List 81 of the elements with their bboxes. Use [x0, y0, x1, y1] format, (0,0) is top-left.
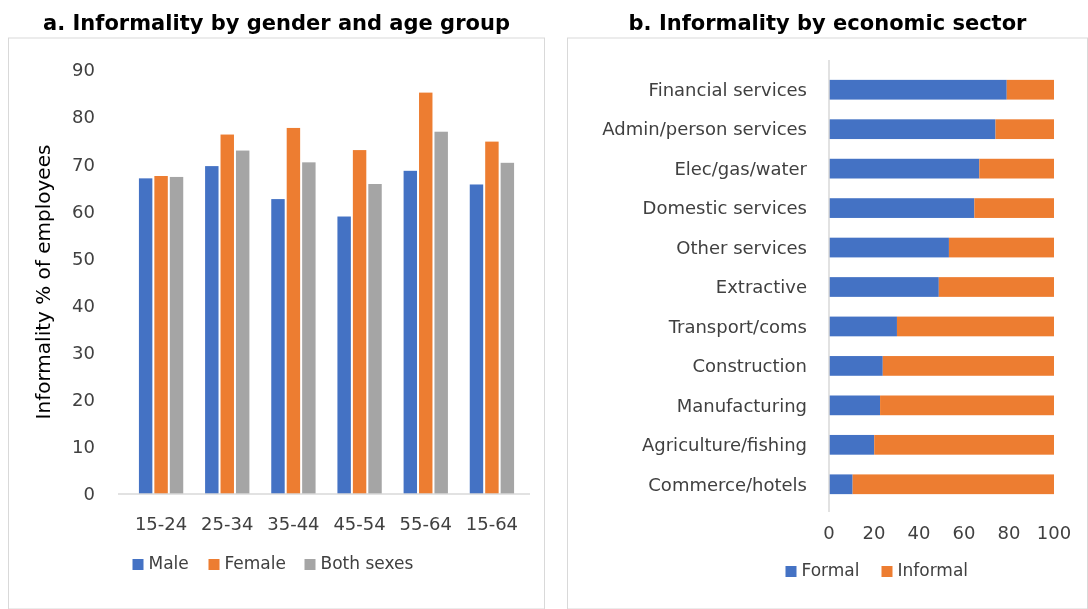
- x-tick-label: 15-24: [134, 513, 188, 534]
- bar: [235, 150, 250, 494]
- y-tick-label: 0: [83, 483, 95, 505]
- legend-label: Both sexes: [320, 553, 414, 573]
- x-tick-label: 45-54: [333, 513, 386, 534]
- bar: [829, 198, 975, 218]
- legend-label: Informal: [897, 560, 969, 580]
- y-tick-label: Extractive: [715, 276, 807, 298]
- bar: [829, 119, 996, 140]
- y-tick-label: Commerce/hotels: [648, 473, 807, 495]
- y-tick-label: Construction: [692, 355, 807, 377]
- bar: [302, 162, 316, 494]
- x-tick-label: 25-34: [201, 513, 254, 534]
- bar: [880, 395, 1054, 416]
- bar: [500, 162, 515, 494]
- bar: [948, 237, 1054, 258]
- bar: [852, 474, 1054, 495]
- bar: [829, 395, 881, 416]
- x-tick-label: 100: [1036, 522, 1072, 543]
- y-tick-label: Other services: [676, 236, 807, 258]
- bar: [169, 176, 184, 494]
- bar: [271, 199, 285, 494]
- bar: [829, 237, 949, 258]
- bar: [419, 92, 433, 494]
- bar: [829, 316, 897, 337]
- bar: [403, 170, 418, 494]
- bar: [220, 134, 234, 494]
- bar: [352, 150, 367, 494]
- y-tick-label: 30: [72, 341, 95, 363]
- bar: [829, 158, 980, 179]
- y-tick-label: 50: [72, 247, 95, 269]
- bar: [138, 178, 153, 494]
- bar: [1006, 79, 1054, 100]
- y-axis-title: Informality % of employees: [31, 144, 55, 420]
- y-tick-label: Domestic services: [642, 197, 807, 219]
- y-tick-label: 70: [72, 153, 95, 175]
- bar: [938, 277, 1054, 297]
- bar: [469, 184, 484, 494]
- x-tick-label: 0: [823, 522, 835, 543]
- x-tick-label: 35-44: [267, 513, 320, 534]
- bar: [974, 198, 1054, 218]
- x-tick-label: 55-64: [399, 513, 452, 534]
- y-tick-label: Transport/coms: [667, 315, 807, 337]
- legend-label: Female: [224, 553, 286, 573]
- y-tick-label: 80: [72, 106, 95, 128]
- x-tick-label: 80: [997, 522, 1021, 543]
- bar: [286, 127, 301, 494]
- bar: [434, 131, 448, 494]
- bar: [829, 277, 939, 297]
- y-tick-label: Financial services: [648, 79, 807, 101]
- bar: [829, 79, 1007, 100]
- y-tick-label: 60: [72, 200, 95, 222]
- bar: [829, 434, 875, 455]
- bar: [979, 158, 1054, 179]
- bar: [205, 166, 219, 494]
- y-tick-label: 20: [72, 389, 95, 411]
- bar: [829, 356, 883, 376]
- y-tick-label: Elec/gas/water: [674, 157, 808, 179]
- bar: [154, 176, 168, 494]
- bar: [368, 184, 382, 494]
- y-tick-label: 90: [72, 59, 95, 81]
- x-tick-label: 60: [952, 522, 976, 543]
- y-tick-label: Agriculture/fishing: [641, 434, 807, 456]
- bar: [829, 474, 853, 495]
- chart-title: b. Informality by economic sector: [628, 11, 1028, 35]
- legend-label: Formal: [801, 560, 860, 580]
- bar: [874, 434, 1054, 455]
- bar: [882, 356, 1054, 376]
- y-tick-label: Admin/person services: [602, 118, 807, 140]
- y-tick-label: 10: [72, 436, 95, 458]
- bar: [995, 119, 1054, 140]
- x-tick-label: 40: [907, 522, 931, 543]
- chart-title: a. Informality by gender and age group: [43, 11, 510, 35]
- y-tick-label: Manufacturing: [676, 394, 807, 416]
- x-tick-label: 15-64: [465, 513, 519, 534]
- x-tick-label: 20: [862, 522, 886, 543]
- y-tick-label: 40: [72, 294, 95, 316]
- bar: [485, 141, 499, 494]
- bar: [337, 216, 351, 494]
- bar: [896, 316, 1054, 337]
- legend-label: Male: [148, 553, 189, 573]
